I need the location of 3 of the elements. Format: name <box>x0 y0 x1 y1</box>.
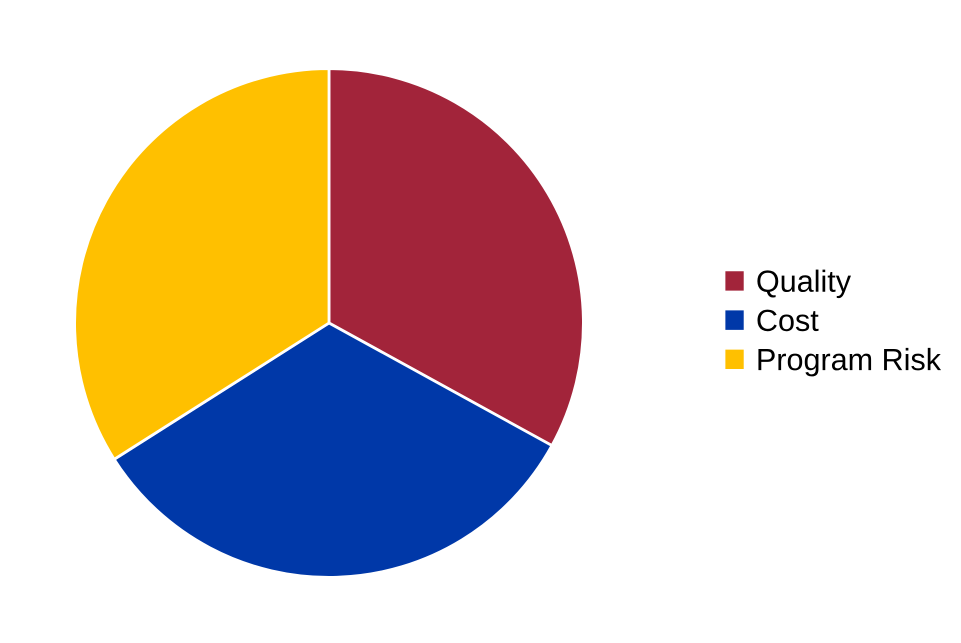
legend-label: Program Risk <box>758 348 942 376</box>
legend-label: Quality <box>757 270 851 298</box>
legend-label: Cost <box>757 310 819 332</box>
